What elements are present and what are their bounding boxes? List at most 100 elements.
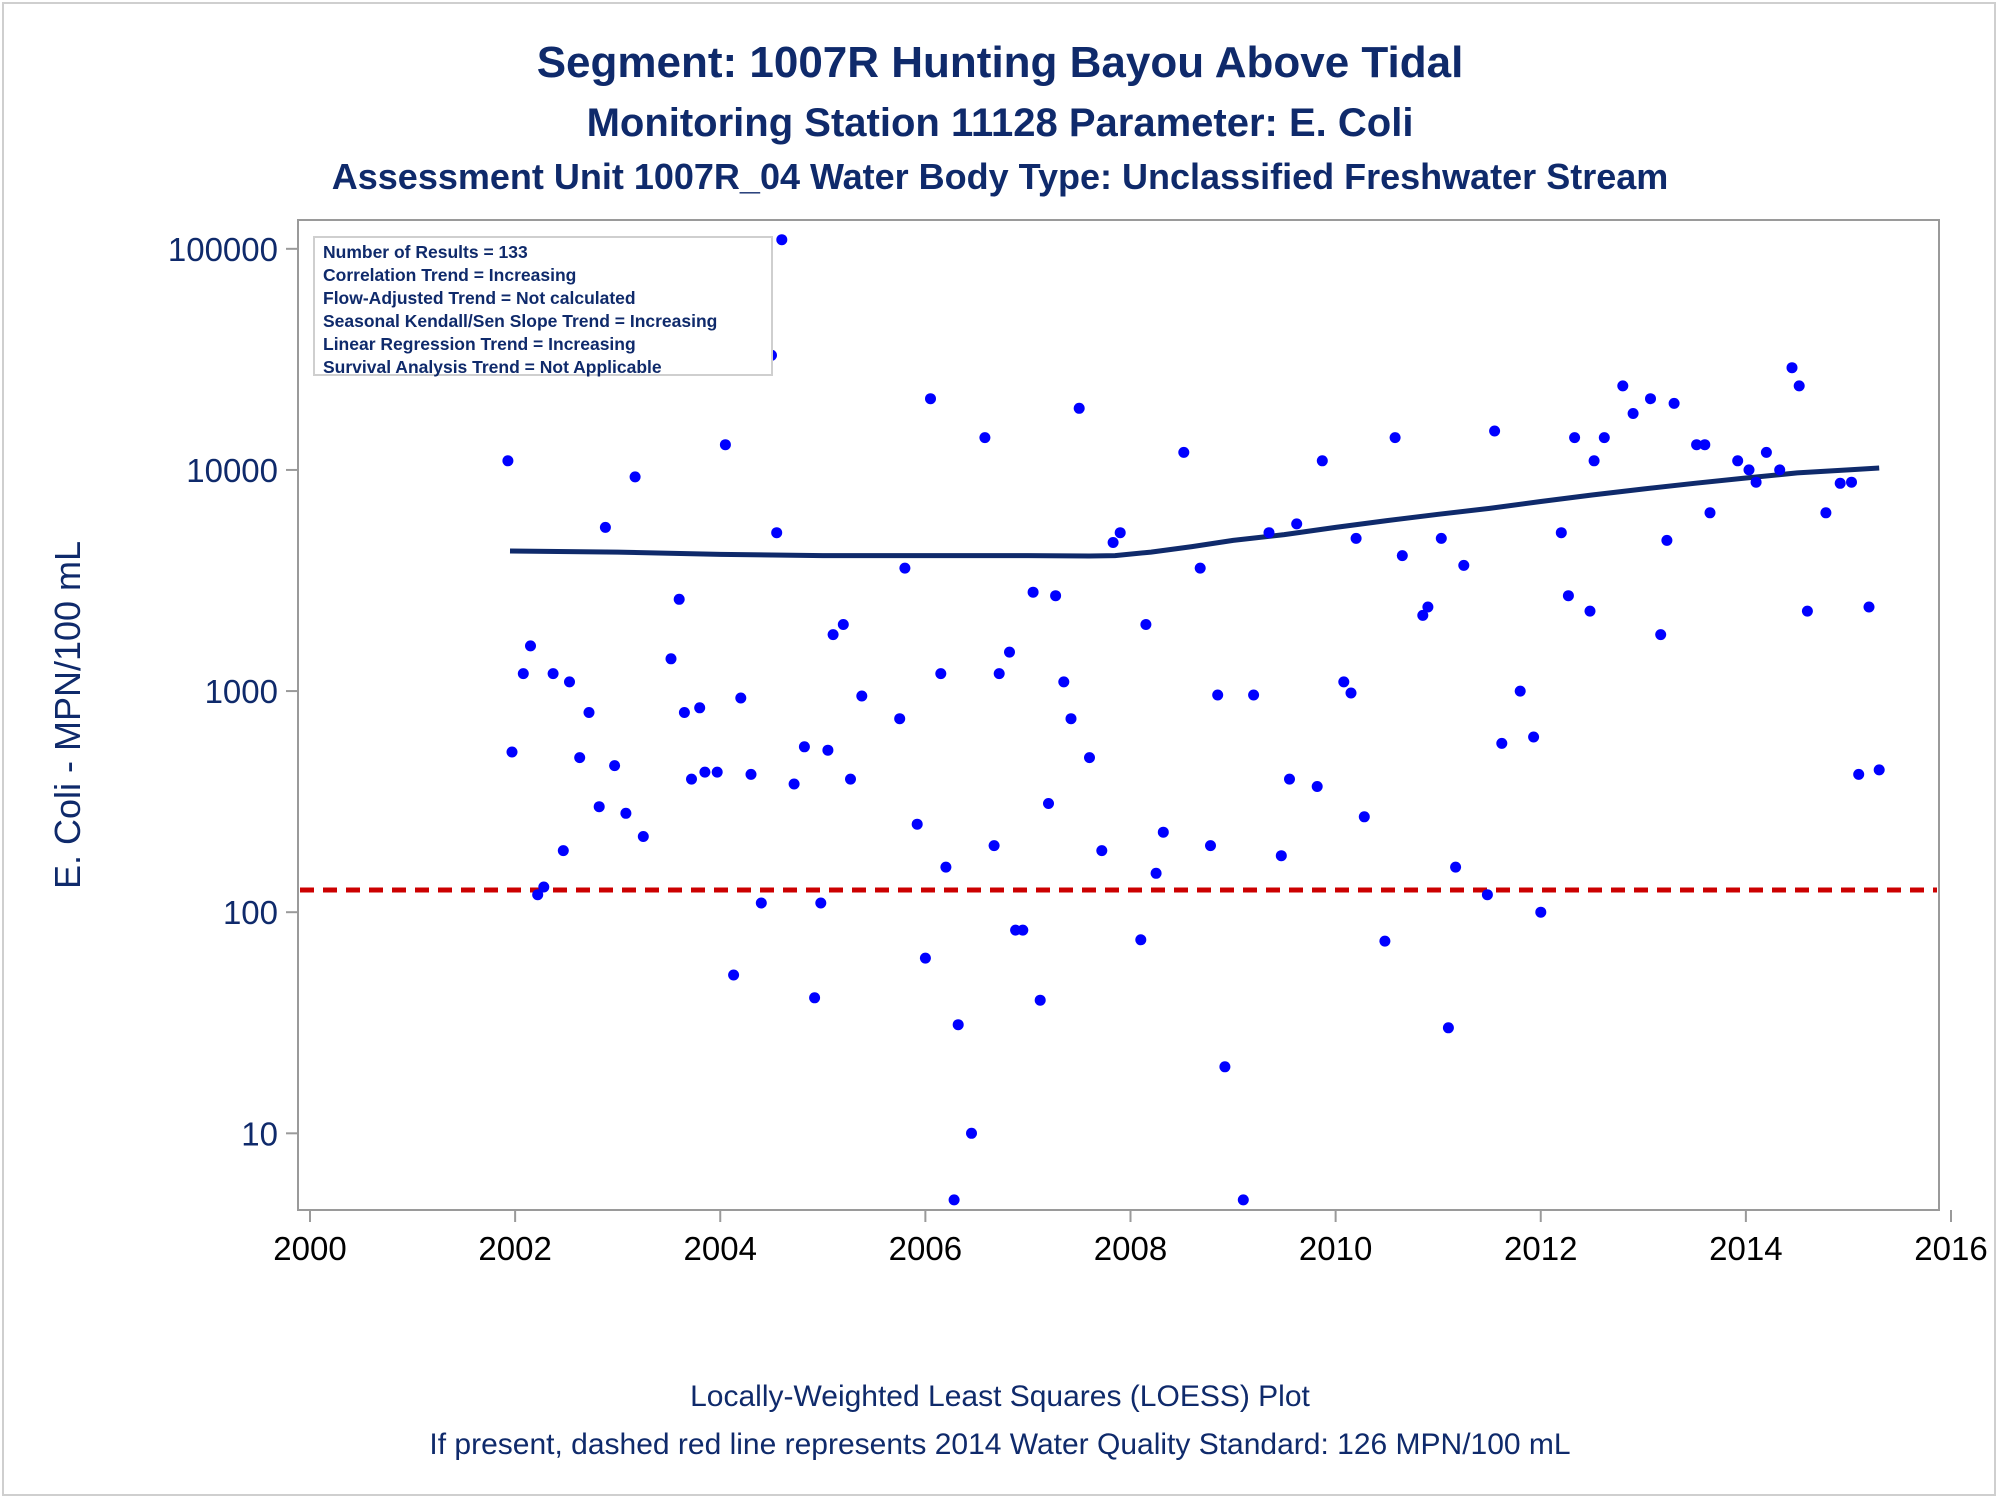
- y-tick-label: 100: [223, 894, 278, 931]
- y-tick-label: 10: [241, 1115, 278, 1152]
- data-point: [1379, 935, 1391, 947]
- data-point: [1150, 867, 1162, 879]
- data-point: [1774, 464, 1786, 476]
- stat-flow-adjusted-trend: Flow-Adjusted Trend = Not calculated: [323, 288, 636, 308]
- data-point: [1194, 562, 1206, 574]
- data-point: [755, 897, 767, 909]
- x-tick-label: 2000: [273, 1230, 346, 1267]
- data-point: [1863, 601, 1875, 613]
- x-tick-label: 2016: [1914, 1230, 1987, 1267]
- chart-subtitle-station: Monitoring Station 11128 Parameter: E. C…: [586, 101, 1414, 145]
- data-point: [1358, 811, 1370, 823]
- chart-title: Segment: 1007R Hunting Bayou Above Tidal: [536, 38, 1464, 87]
- data-point: [599, 521, 611, 533]
- y-tick-label: 1000: [205, 673, 278, 710]
- data-point: [993, 668, 1005, 680]
- data-point: [966, 1127, 977, 1139]
- data-point: [506, 746, 518, 758]
- y-tick-label: 10000: [186, 452, 278, 489]
- data-point: [1338, 676, 1350, 688]
- data-point: [1584, 605, 1596, 617]
- data-point: [1350, 532, 1362, 544]
- data-point: [678, 707, 690, 718]
- x-tick-label: 2012: [1504, 1230, 1577, 1267]
- data-point: [719, 439, 731, 451]
- data-point: [1389, 432, 1401, 444]
- data-point: [1645, 393, 1656, 405]
- data-point: [1034, 994, 1046, 1006]
- data-point: [699, 766, 711, 778]
- data-point: [547, 668, 559, 680]
- chart-subtitle-assessment: Assessment Unit 1007R_04 Water Body Type…: [331, 156, 1669, 197]
- data-point: [1450, 861, 1462, 873]
- statistics-legend: Number of Results = 133 Correlation Tren…: [313, 236, 773, 377]
- data-point: [1345, 687, 1357, 699]
- data-point: [686, 773, 697, 785]
- data-point: [665, 653, 677, 665]
- stat-seasonal-kendall-trend: Seasonal Kendall/Sen Slope Trend = Incre…: [323, 311, 718, 331]
- y-axis-label: E. Coli - MPN/100 mL: [47, 541, 88, 889]
- data-point: [1699, 439, 1711, 451]
- data-point: [735, 692, 747, 704]
- data-point: [1598, 432, 1610, 444]
- data-point: [798, 741, 810, 753]
- data-point: [1661, 534, 1673, 546]
- data-point: [1793, 380, 1805, 392]
- data-point: [809, 992, 821, 1004]
- data-point: [557, 845, 569, 857]
- data-point: [1065, 713, 1077, 725]
- x-tick-label: 2006: [889, 1230, 962, 1267]
- data-point: [788, 778, 800, 790]
- data-point: [1691, 439, 1703, 451]
- x-tick-label: 2008: [1094, 1230, 1167, 1267]
- data-point: [845, 773, 856, 785]
- data-point: [525, 640, 536, 652]
- data-point: [979, 432, 991, 444]
- data-point: [1732, 455, 1744, 467]
- data-point: [1569, 432, 1581, 444]
- data-point: [1481, 889, 1493, 901]
- data-point: [502, 455, 514, 467]
- data-point: [532, 889, 544, 901]
- data-point: [1555, 527, 1567, 539]
- data-point: [771, 527, 783, 539]
- data-point: [1617, 380, 1629, 392]
- data-point: [1178, 446, 1190, 458]
- data-point: [1820, 507, 1832, 519]
- data-point: [919, 952, 931, 964]
- data-point: [1588, 455, 1600, 467]
- data-point: [1017, 924, 1029, 936]
- data-point: [517, 668, 529, 680]
- data-point: [1743, 464, 1755, 476]
- data-point: [1043, 798, 1054, 809]
- footnote-standard: If present, dashed red line represents 2…: [429, 1428, 1571, 1461]
- data-point: [1291, 518, 1303, 530]
- data-point: [1084, 752, 1095, 764]
- data-point: [1760, 446, 1772, 458]
- data-point: [564, 676, 575, 688]
- data-point: [1157, 826, 1169, 838]
- data-point: [1489, 425, 1501, 437]
- data-point: [1237, 1194, 1249, 1206]
- x-tick-label: 2010: [1299, 1230, 1372, 1267]
- data-point: [1442, 1022, 1454, 1034]
- data-point: [1435, 532, 1447, 544]
- stat-linear-regression-trend: Linear Regression Trend = Increasing: [323, 334, 636, 354]
- data-point: [1212, 689, 1224, 701]
- stat-number-of-results: Number of Results = 133: [323, 242, 528, 262]
- data-points: [502, 234, 1885, 1206]
- data-point: [827, 629, 839, 641]
- data-point: [1004, 646, 1015, 658]
- data-point: [1396, 550, 1408, 562]
- data-point: [1263, 527, 1275, 539]
- data-point: [1562, 590, 1574, 602]
- data-point: [1205, 840, 1216, 852]
- data-point: [745, 768, 757, 780]
- data-point: [1514, 685, 1526, 697]
- data-point: [940, 861, 952, 873]
- data-point: [1316, 455, 1328, 467]
- data-point: [538, 881, 550, 893]
- data-point: [637, 831, 649, 842]
- data-point: [1801, 605, 1813, 617]
- data-point: [711, 766, 723, 778]
